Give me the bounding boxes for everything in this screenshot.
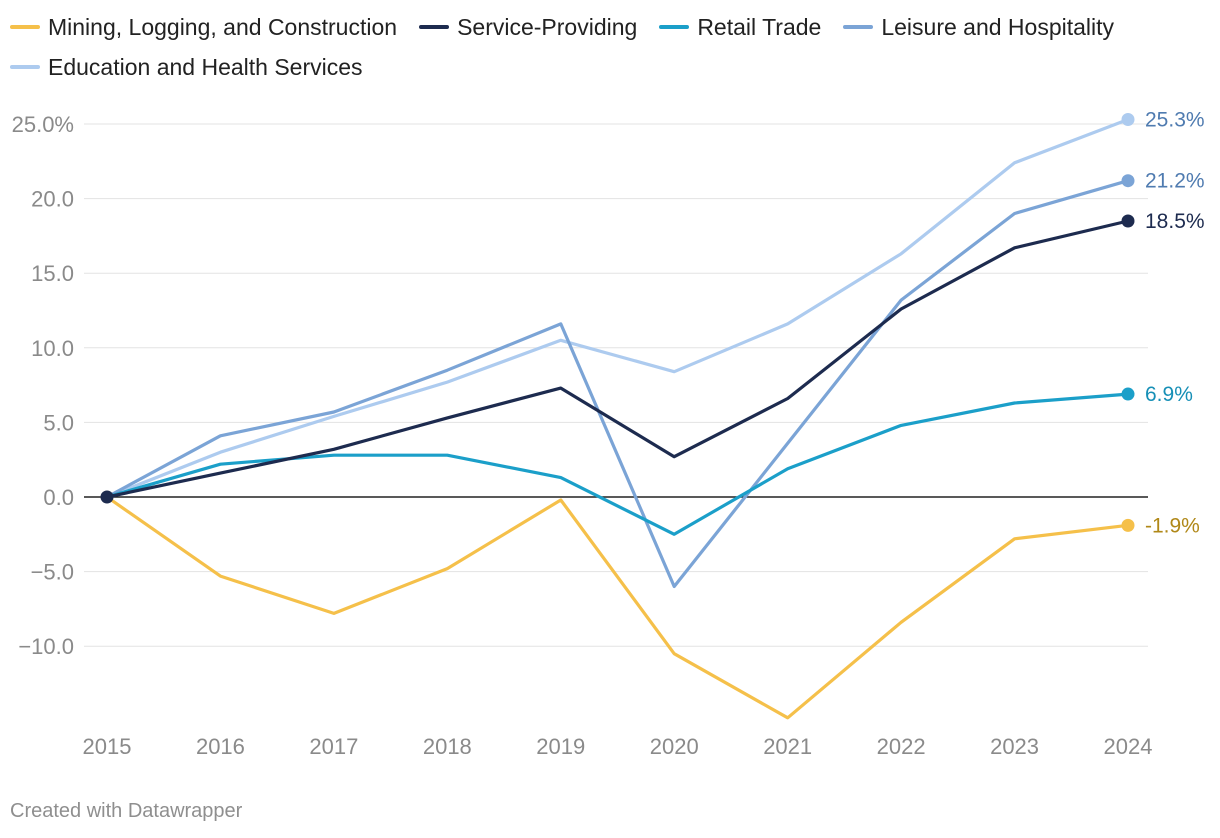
legend-label: Education and Health Services	[48, 54, 363, 80]
y-tick-label: 15.0	[31, 261, 74, 286]
end-value-label: -1.9%	[1145, 514, 1200, 537]
legend-item: Education and Health Services	[10, 54, 363, 80]
legend-swatch	[659, 25, 690, 29]
x-tick-label: 2021	[763, 734, 812, 759]
credit-text: Created with Datawrapper	[10, 800, 243, 822]
series-line	[105, 219, 1130, 499]
series-markers	[100, 113, 1135, 532]
x-tick-label: 2023	[990, 734, 1039, 759]
end-value-label: 25.3%	[1145, 109, 1205, 132]
start-marker	[100, 490, 114, 504]
legend-swatch	[10, 25, 40, 29]
legend: Mining, Logging, and Construction Service…	[10, 14, 1210, 80]
y-tick-label: 20.0	[31, 187, 74, 212]
end-marker	[1121, 214, 1135, 228]
x-tick-label: 2019	[536, 734, 585, 759]
y-tick-label: 5.0	[43, 410, 74, 435]
legend-item: Mining, Logging, and Construction	[10, 14, 397, 40]
end-marker	[1121, 387, 1135, 401]
series-line	[105, 179, 1130, 589]
end-labels: 25.3% 21.2% 6.9% -1.9% 18.5%	[1145, 109, 1205, 538]
legend-swatch	[419, 25, 450, 29]
legend-label: Service-Providing	[457, 14, 638, 40]
end-marker	[1121, 518, 1135, 532]
end-marker	[1121, 174, 1135, 188]
legend-label: Mining, Logging, and Construction	[48, 14, 398, 40]
series-line	[105, 495, 1130, 720]
legend-item: Leisure and Hospitality	[843, 14, 1114, 40]
y-tick-label: 25.0%	[12, 112, 74, 137]
legend-label: Leisure and Hospitality	[881, 14, 1115, 40]
y-tick-label: 0.0	[43, 485, 74, 510]
legend-swatch	[10, 65, 40, 69]
series-line	[105, 117, 1130, 499]
series-lines	[105, 117, 1130, 720]
x-tick-label: 2015	[83, 734, 132, 759]
x-tick-label: 2018	[423, 734, 472, 759]
y-tick-label: −5.0	[31, 560, 74, 585]
gridlines	[84, 123, 1148, 647]
end-value-label: 21.2%	[1145, 170, 1205, 193]
x-tick-label: 2022	[877, 734, 926, 759]
legend-label: Retail Trade	[697, 14, 822, 40]
end-value-label: 6.9%	[1145, 383, 1193, 406]
y-tick-label: −10.0	[18, 634, 74, 659]
x-tick-label: 2024	[1104, 734, 1153, 759]
end-value-label: 18.5%	[1145, 210, 1205, 233]
y-tick-label: 10.0	[31, 336, 74, 361]
y-axis-ticks: 25.0% 20.0 15.0 10.0 5.0 0.0 −5.0 −10.0	[12, 112, 74, 659]
legend-item: Service-Providing	[419, 14, 637, 40]
end-marker	[1121, 113, 1135, 127]
x-axis-ticks: 2015 2016 2017 2018 2019 2020 2021 2022 2023 2024	[83, 734, 1153, 759]
x-tick-label: 2017	[309, 734, 358, 759]
x-tick-label: 2016	[196, 734, 245, 759]
legend-item: Retail Trade	[659, 14, 821, 40]
x-tick-label: 2020	[650, 734, 699, 759]
legend-swatch	[843, 25, 874, 29]
